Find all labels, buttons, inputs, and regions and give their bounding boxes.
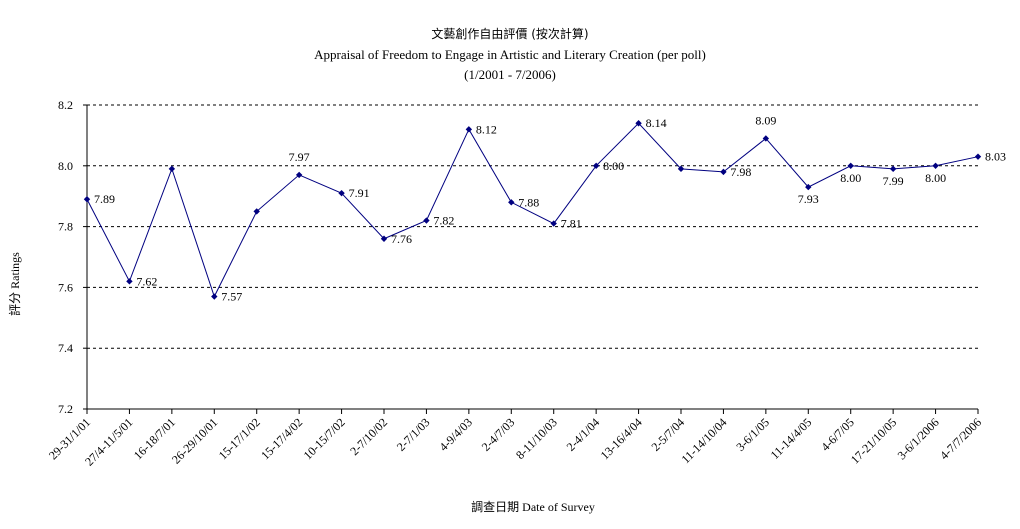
data-label: 7.89: [94, 192, 115, 206]
data-label: 7.88: [518, 195, 539, 209]
x-tick-label: 2-4/1/04: [564, 415, 603, 454]
y-tick-label: 7.6: [58, 280, 73, 294]
data-point: [550, 220, 557, 227]
chart-subtitle: Appraisal of Freedom to Engage in Artist…: [314, 47, 706, 62]
x-tick-label: 11-14/4/05: [768, 415, 815, 462]
x-tick-label: 26-29/10/01: [169, 415, 220, 466]
data-point: [338, 189, 345, 197]
x-tick-label: 4-6/7/05: [818, 415, 857, 454]
y-tick-label: 8.0: [58, 159, 73, 173]
x-tick-label: 15-17/4/02: [258, 415, 305, 462]
chart-period: (1/2001 - 7/2006): [464, 67, 556, 82]
x-tick-label: 8-11/10/03: [513, 415, 560, 462]
y-axis-label: 評分 Ratings: [7, 252, 22, 316]
data-point: [423, 217, 430, 224]
data-label: 7.91: [349, 186, 370, 200]
x-tick-label: 3-6/1/05: [733, 415, 772, 454]
data-label: 7.57: [221, 290, 242, 304]
x-tick-labels: 29-31/1/0127/4-11/5/0116-18/7/0126-29/10…: [46, 415, 984, 468]
x-tick-label: 2-4/7/03: [479, 415, 518, 454]
series-path: [86, 122, 979, 298]
data-point: [720, 168, 727, 176]
data-point: [253, 208, 260, 215]
data-label: 7.93: [798, 192, 819, 206]
data-point: [592, 162, 600, 169]
data-point: [295, 171, 303, 179]
y-tick-labels: 7.2 7.4 7.6 7.8 8.0 8.2: [58, 98, 73, 416]
gridlines: [87, 104, 978, 349]
data-point: [211, 293, 218, 300]
data-point: [847, 162, 854, 169]
data-point: [465, 126, 473, 133]
data-point: [508, 199, 515, 206]
x-tick-label: 17-21/10/05: [848, 415, 899, 466]
x-tick-label: 15-17/1/02: [216, 415, 263, 462]
data-label: 8.00: [603, 159, 624, 173]
data-label: 7.81: [561, 217, 582, 231]
series-line: [86, 122, 979, 298]
data-point: [635, 120, 642, 127]
x-axis-label: 調查日期 Date of Survey: [471, 500, 595, 514]
x-tick-label: 11-14/10/04: [678, 415, 729, 466]
data-label: 7.76: [391, 232, 412, 246]
data-point: [889, 165, 897, 173]
x-tick-label: 13-16/4/04: [598, 415, 645, 462]
y-tick-label: 7.8: [58, 220, 73, 234]
data-point: [805, 183, 812, 191]
data-point: [677, 165, 685, 173]
data-label: 8.14: [646, 116, 667, 130]
data-label: 8.03: [985, 150, 1006, 164]
x-tick-label: 2-7/10/02: [347, 415, 390, 458]
data-label: 8.00: [840, 171, 861, 185]
data-point: [380, 235, 388, 242]
x-tick-label: 4-9/4/03: [436, 415, 475, 454]
data-label: 7.97: [289, 150, 310, 164]
x-tick-label: 10-15/7/02: [301, 415, 348, 462]
data-label: 8.09: [755, 113, 776, 127]
data-label: 7.98: [730, 165, 751, 179]
data-point: [762, 135, 770, 142]
data-label: 8.00: [925, 171, 946, 185]
x-tick-label: 3-6/1/2006: [895, 415, 942, 462]
y-tick-label: 8.2: [58, 98, 73, 112]
data-point: [168, 165, 176, 173]
axes: [83, 104, 979, 414]
data-labels: 7.89 7.62 7.57 7.97 7.91 7.76 7.82 8.12 7.88 7.81…: [94, 113, 1006, 303]
data-label: 7.82: [433, 214, 454, 228]
x-tick-label: 2-7/1/03: [394, 415, 433, 454]
data-point: [126, 278, 133, 285]
data-point: [974, 153, 982, 160]
x-tick-label: 2-5/7/04: [648, 415, 687, 454]
data-label: 8.12: [476, 122, 497, 136]
data-point: [932, 162, 939, 169]
data-label: 7.99: [883, 174, 904, 188]
data-label: 7.62: [136, 274, 157, 288]
data-point: [83, 196, 91, 203]
chart-title: 文藝創作自由評價 (按次計算): [431, 27, 589, 41]
y-tick-label: 7.2: [58, 402, 73, 416]
x-tick-label: 4-7/7/2006: [937, 415, 984, 462]
y-tick-label: 7.4: [58, 341, 73, 355]
data-points: [83, 120, 982, 300]
